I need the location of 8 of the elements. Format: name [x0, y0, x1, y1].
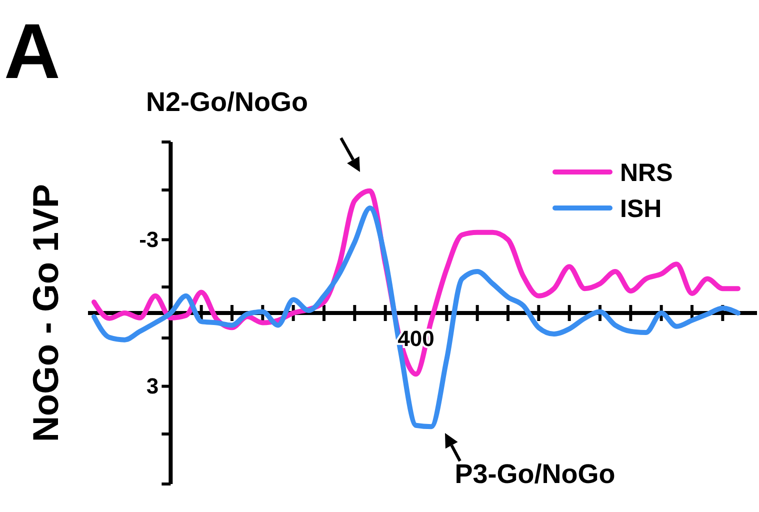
y-tick-label: 3: [146, 373, 159, 398]
legend-label: ISH: [620, 195, 662, 223]
chart-title: A: [4, 7, 60, 95]
y-tick-label: -3: [139, 226, 159, 252]
legend-label: NRS: [620, 159, 673, 187]
text: N2-Go/NoGo: [146, 87, 308, 117]
y-axis-title: NoGo - Go 1VP: [25, 184, 66, 442]
annotation: P3-Go/NoGo: [454, 459, 616, 489]
